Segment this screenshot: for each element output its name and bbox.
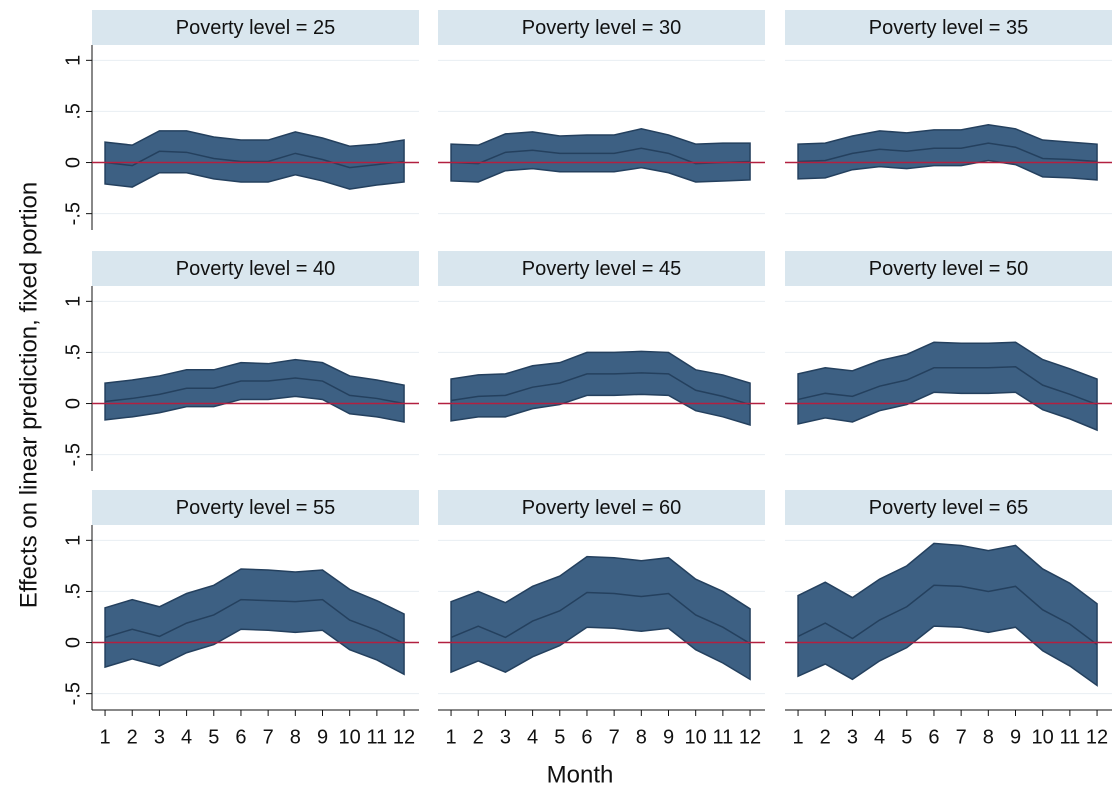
estimate-line — [798, 142, 1098, 163]
x-tick-label: 10 — [1032, 726, 1054, 748]
x-tick-label: 10 — [339, 726, 361, 748]
confidence-band — [450, 555, 751, 681]
panel-title: Poverty level = 50 — [869, 258, 1029, 280]
x-tick-label: 3 — [847, 726, 858, 748]
confidence-band — [104, 358, 405, 423]
confidence-band — [797, 123, 1098, 181]
x-tick-label: 1 — [99, 726, 110, 748]
x-tick-label: 12 — [1086, 726, 1108, 748]
confidence-band — [797, 341, 1098, 432]
panel-title: Poverty level = 40 — [176, 258, 336, 280]
y-tick-label: 0 — [62, 637, 84, 648]
panel-strip — [438, 251, 765, 286]
y-tick-label: -.5 — [62, 682, 84, 705]
estimate-line — [104, 377, 405, 405]
x-tick-label: 12 — [739, 726, 761, 748]
x-tick-label: 1 — [792, 726, 803, 748]
estimate-line — [104, 150, 405, 169]
panel-strip — [785, 251, 1112, 286]
estimate-line — [797, 584, 1098, 646]
x-tick-label: 5 — [208, 726, 219, 748]
x-tick-label: 1 — [445, 726, 456, 748]
x-tick-label: 7 — [956, 726, 967, 748]
panel-strip — [785, 10, 1112, 45]
estimate-line — [104, 598, 405, 645]
x-tick-label: 6 — [235, 726, 246, 748]
y-tick-label: 1 — [62, 296, 84, 307]
estimate-line — [450, 591, 751, 645]
panel-strip — [438, 490, 765, 525]
x-tick-label: 4 — [874, 726, 885, 748]
panel-strip — [785, 490, 1112, 525]
y-tick-label: 1 — [62, 535, 84, 546]
y-tick-label: 1 — [62, 55, 84, 66]
x-tick-label: 3 — [154, 726, 165, 748]
x-tick-label: 2 — [127, 726, 138, 748]
x-tick-label: 6 — [928, 726, 939, 748]
x-tick-label: 8 — [983, 726, 994, 748]
estimate-line — [451, 147, 751, 165]
confidence-band — [797, 542, 1098, 687]
panel-title: Poverty level = 45 — [522, 258, 682, 280]
x-tick-label: 6 — [581, 726, 592, 748]
confidence-band — [104, 130, 405, 190]
y-tick-label: 0 — [62, 398, 84, 409]
x-tick-label: 9 — [1010, 726, 1021, 748]
panel-strip — [92, 10, 419, 45]
y-tick-label: .5 — [62, 103, 84, 120]
x-tick-label: 5 — [901, 726, 912, 748]
y-tick-label: -.5 — [62, 443, 84, 466]
x-tick-label: 8 — [636, 726, 647, 748]
y-tick-label: -.5 — [62, 202, 84, 225]
x-tick-label: 11 — [712, 726, 733, 748]
panel-title: Poverty level = 60 — [522, 497, 682, 519]
x-tick-label: 11 — [1059, 726, 1080, 748]
x-tick-label: 8 — [290, 726, 301, 748]
y-tick-label: 0 — [62, 157, 84, 168]
x-tick-label: 7 — [609, 726, 620, 748]
x-tick-label: 10 — [685, 726, 707, 748]
x-tick-label: 3 — [500, 726, 511, 748]
x-tick-label: 9 — [663, 726, 674, 748]
x-tick-label: 5 — [554, 726, 565, 748]
panel-title: Poverty level = 25 — [176, 17, 336, 39]
panel-title: Poverty level = 55 — [176, 497, 336, 519]
confidence-band — [450, 128, 751, 183]
x-axis-title: Month — [547, 761, 614, 788]
panel-strip — [438, 10, 765, 45]
x-tick-label: 12 — [393, 726, 415, 748]
estimate-line — [797, 365, 1098, 406]
panel-title: Poverty level = 30 — [522, 17, 682, 39]
estimate-line — [450, 372, 751, 406]
confidence-band — [104, 568, 405, 676]
x-tick-label: 2 — [820, 726, 831, 748]
x-tick-label: 4 — [181, 726, 192, 748]
confidence-band — [450, 350, 751, 427]
y-tick-label: .5 — [62, 583, 84, 600]
x-tick-label: 7 — [263, 726, 274, 748]
x-tick-label: 2 — [473, 726, 484, 748]
y-axis-title: Effects on linear prediction, fixed port… — [15, 182, 42, 608]
x-tick-label: 11 — [366, 726, 387, 748]
y-tick-label: .5 — [62, 344, 84, 361]
x-tick-label: 9 — [317, 726, 328, 748]
panel-title: Poverty level = 35 — [869, 17, 1029, 39]
panel-strip — [92, 251, 419, 286]
x-tick-label: 4 — [527, 726, 538, 748]
panel-strip — [92, 490, 419, 525]
panel-title: Poverty level = 65 — [869, 497, 1029, 519]
